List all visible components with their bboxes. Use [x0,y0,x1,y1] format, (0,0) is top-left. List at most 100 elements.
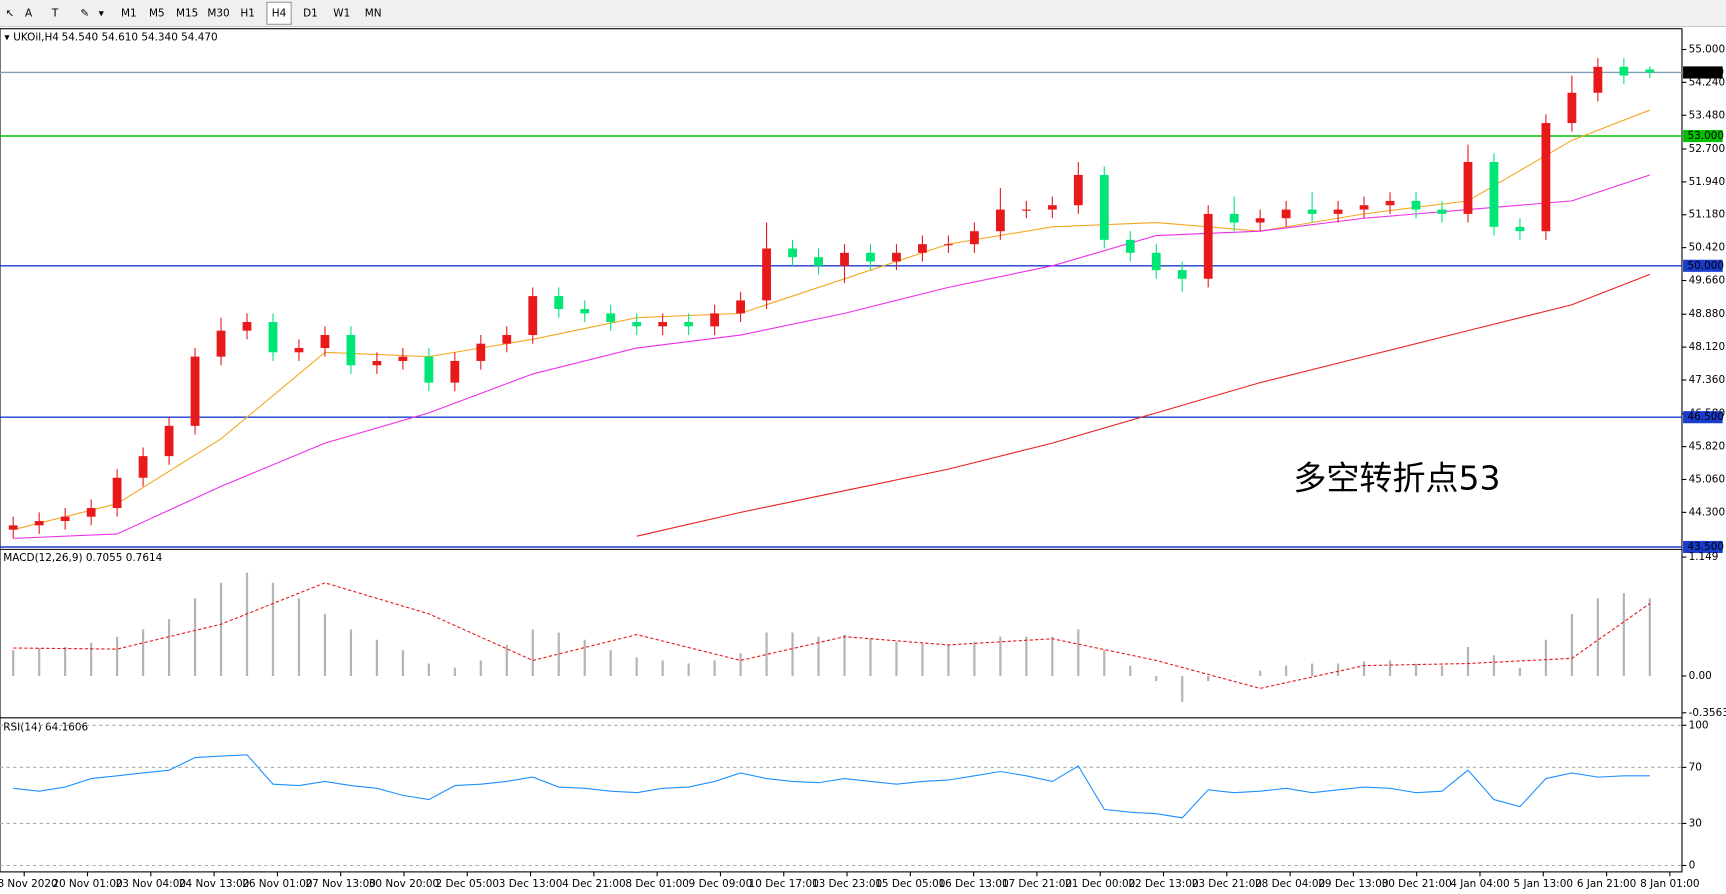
y-tick-label: 52.700 [1689,143,1726,155]
macd-bar [1311,663,1314,676]
macd-bar [635,657,638,676]
x-tick-label: 29 Dec 13:00 [1318,878,1388,890]
macd-bar [869,638,872,676]
tool-icon[interactable]: ▾ [99,7,105,19]
price-level-label: 50.000 [1687,260,1724,272]
timeframe-button[interactable]: M5 [149,7,165,19]
candle-body [450,360,460,383]
candle-body [398,356,408,361]
candle-body [1099,174,1109,240]
tool-icon[interactable]: A [25,7,33,19]
macd-bar [38,648,41,676]
ohlc-readout: 54.540 54.610 54.340 54.470 [62,32,218,44]
candle-body [476,343,486,361]
timeframe-button[interactable]: M30 [207,7,229,19]
y-tick-label: 30 [1689,817,1702,829]
timeframe-button[interactable]: M15 [176,7,198,19]
timeframe-button[interactable]: D1 [303,7,318,19]
candle-body [190,356,200,426]
macd-bar [843,634,846,676]
macd-bar [1440,665,1444,676]
macd-bar [1103,650,1106,676]
candle-body [424,356,434,383]
price-level-box [1683,66,1723,79]
chart-frame [0,28,1683,873]
x-tick-label: 4 Dec 21:00 [562,878,626,890]
macd-bar [1466,646,1470,676]
candle-body [762,248,771,301]
candle-body [944,244,953,246]
candle-body [216,330,226,357]
candle-body [1281,209,1291,219]
macd-bar [1362,661,1366,676]
candle-body [1645,69,1655,73]
candle-body [580,309,590,314]
macd-bar [1233,675,1236,677]
y-tick-label: 54.240 [1689,76,1726,88]
macd-bar [973,641,976,676]
macd-bar [609,650,612,676]
candle-body [502,335,512,344]
x-tick-label: 20 Nov 01:00 [52,878,122,890]
candle-body [1229,213,1239,223]
candle-body [866,252,875,262]
timeframe-button[interactable]: H4 [272,7,287,19]
x-tick-label: 21 Dec 00:00 [1065,878,1135,890]
macd-bar [895,641,898,676]
macd-bar [479,660,482,676]
tool-icon[interactable]: ✎ [80,7,89,19]
candle-body [528,296,538,336]
macd-bar [116,636,119,676]
candle-body [60,516,70,522]
macd-bar [661,660,664,676]
timeframe-button[interactable]: H1 [240,7,255,19]
candle-body [969,231,979,245]
y-tick-label: 51.940 [1689,176,1726,188]
macd-bar [1207,675,1210,682]
macd-bar [947,644,950,676]
candle-body [1463,161,1473,214]
candle-body [8,525,18,530]
candle-body [788,248,797,258]
timeframe-button[interactable]: M1 [121,7,137,19]
x-tick-label: 8 Jan 01:00 [1640,878,1699,890]
candle-body [1177,270,1187,279]
timeframe-button[interactable]: MN [365,7,382,19]
candle-body [268,322,278,353]
y-tick-label: 47.360 [1689,374,1726,386]
x-tick-label: 30 Dec 21:00 [1382,878,1452,890]
macd-bar [1414,663,1418,676]
price-level-box [1683,129,1723,143]
macd-bar [64,646,67,676]
candle-body [1073,174,1083,206]
candle-body [1333,209,1343,214]
timeframe-button[interactable]: W1 [333,7,350,19]
x-tick-label: 28 Dec 04:00 [1255,878,1325,890]
macd-bar [193,598,197,676]
macd-bar [1155,675,1158,682]
rsi-line [13,754,1650,819]
macd-bar [1259,670,1262,676]
tool-icon[interactable]: ↖ [6,7,15,19]
macd-bar [323,613,327,676]
macd-bar [1388,660,1392,676]
macd-bar [375,639,379,676]
macd-bar [297,598,301,676]
y-tick-label: 45.060 [1689,473,1726,485]
macd-bar [271,582,275,676]
tool-icon[interactable]: T [51,7,59,19]
candle-body [34,521,44,526]
y-tick-label: 49.660 [1689,275,1726,287]
x-tick-label: 26 Nov 01:00 [242,878,312,890]
price-level-label: 46.500 [1687,411,1724,423]
toolbar [0,0,1726,27]
y-tick-label: 48.120 [1689,341,1726,353]
candle-body [346,335,356,366]
moving-average [636,273,1651,537]
macd-bar [1025,636,1028,676]
chart-title: UKOil,H4 [13,32,59,44]
x-tick-label: 13 Dec 23:00 [812,878,882,890]
candle-body [892,252,901,262]
candle-body [995,209,1005,232]
